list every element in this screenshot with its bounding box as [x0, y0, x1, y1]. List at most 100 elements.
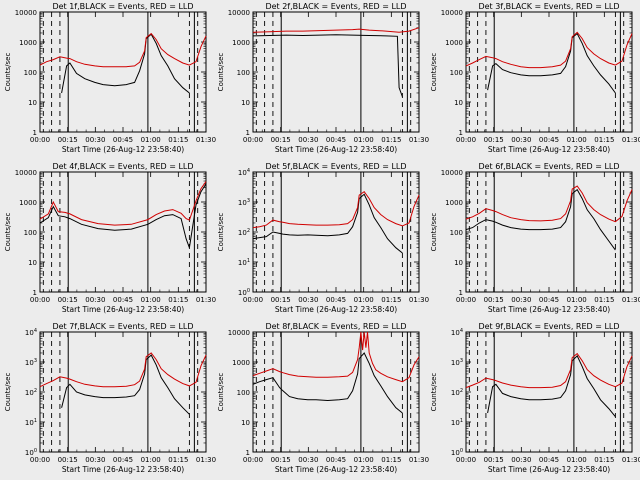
y-tick-label: 1000: [19, 199, 37, 207]
y-tick-label: 1: [33, 289, 37, 297]
x-tick-label: 00:30: [511, 456, 531, 464]
x-tick-label: 00:45: [326, 296, 346, 304]
y-axis-label: Counts/sec: [4, 373, 12, 412]
chart-panel-7: Det 7f,BLACK = Events, RED = LLD 100 101 10…: [4, 322, 216, 474]
x-tick-label: 01:15: [168, 136, 188, 144]
series-line-lld: [465, 352, 633, 389]
x-tick-label: 01:30: [409, 136, 429, 144]
series-line-lld: [39, 352, 207, 388]
y-tick-label: 10: [28, 259, 37, 267]
x-tick-label: 00:30: [298, 456, 318, 464]
x-tick-label: 01:15: [168, 296, 188, 304]
x-tick-label: 01:00: [567, 456, 587, 464]
x-tick-label: 01:15: [381, 136, 401, 144]
x-tick-label: 00:00: [456, 296, 476, 304]
x-tick-label: 01:00: [141, 136, 161, 144]
series-line-events: [252, 193, 403, 254]
y-tick-label: 10000: [228, 9, 250, 17]
x-tick-label: 00:30: [85, 296, 105, 304]
chart-title: Det 8f,BLACK = Events, RED = LLD: [265, 322, 406, 331]
chart-title: Det 4f,BLACK = Events, RED = LLD: [52, 162, 193, 171]
chart-panel-4: Det 4f,BLACK = Events, RED = LLD 1 10 100 10…: [4, 162, 216, 314]
y-tick-label: 1: [459, 289, 463, 297]
x-tick-label: 00:15: [271, 456, 291, 464]
y-tick-label: 100: [237, 69, 250, 77]
y-tick-label: 104: [451, 328, 463, 337]
y-tick-label: 10: [454, 99, 463, 107]
y-axis-label: Counts/sec: [217, 373, 225, 412]
x-tick-label: 00:30: [85, 456, 105, 464]
chart-panel-1: Det 1f,BLACK = Events, RED = LLD 1 10 100 10…: [4, 2, 216, 154]
y-tick-label: 100: [450, 229, 463, 237]
plot-frame: [39, 11, 207, 133]
y-axis-label: Counts/sec: [217, 213, 225, 252]
x-tick-label: 01:15: [594, 296, 614, 304]
y-tick-label: 10000: [441, 9, 463, 17]
x-tick-label: 00:30: [511, 136, 531, 144]
series-line-events: [487, 32, 616, 94]
x-axis-label: Start Time (26-Aug-12 23:58:40): [488, 305, 610, 314]
y-tick-label: 10000: [228, 329, 250, 337]
y-tick-label: 1000: [19, 39, 37, 47]
x-tick-label: 01:15: [381, 296, 401, 304]
x-axis-label: Start Time (26-Aug-12 23:58:40): [275, 465, 397, 474]
series-line-events: [465, 188, 616, 251]
y-axis-label: Counts/sec: [430, 213, 438, 252]
x-axis-label: Start Time (26-Aug-12 23:58:40): [275, 305, 397, 314]
x-tick-label: 01:30: [196, 136, 216, 144]
x-tick-label: 01:15: [168, 456, 188, 464]
x-tick-label: 00:00: [456, 456, 476, 464]
y-tick-label: 102: [238, 228, 250, 237]
x-tick-label: 01:15: [381, 456, 401, 464]
y-tick-label: 10000: [15, 169, 37, 177]
series-line-events: [487, 355, 616, 418]
y-tick-label: 100: [450, 69, 463, 77]
plot-frame: [465, 331, 633, 453]
x-tick-label: 00:00: [243, 456, 263, 464]
x-tick-label: 00:00: [30, 296, 50, 304]
x-tick-label: 00:00: [243, 136, 263, 144]
x-tick-label: 00:15: [484, 136, 504, 144]
series-line-lld: [465, 185, 633, 223]
x-tick-label: 00:15: [58, 456, 78, 464]
series-line-lld: [465, 31, 633, 69]
x-tick-label: 00:15: [271, 296, 291, 304]
chart-title: Det 5f,BLACK = Events, RED = LLD: [265, 162, 406, 171]
x-tick-label: 00:00: [30, 136, 50, 144]
x-tick-label: 01:00: [567, 136, 587, 144]
y-tick-label: 1: [246, 449, 250, 457]
y-tick-label: 104: [238, 168, 250, 177]
x-tick-label: 01:00: [354, 136, 374, 144]
x-tick-label: 00:00: [243, 296, 263, 304]
x-axis-label: Start Time (26-Aug-12 23:58:40): [62, 305, 184, 314]
y-axis-label: Counts/sec: [430, 53, 438, 92]
x-tick-label: 01:30: [622, 136, 640, 144]
y-tick-label: 101: [238, 258, 250, 267]
chart-title: Det 9f,BLACK = Events, RED = LLD: [478, 322, 619, 331]
x-tick-label: 00:30: [85, 136, 105, 144]
x-tick-label: 00:15: [484, 296, 504, 304]
plot-frame: [39, 171, 207, 293]
y-tick-label: 102: [25, 388, 37, 397]
x-tick-label: 01:15: [594, 456, 614, 464]
series-line-events: [252, 352, 403, 414]
y-tick-label: 1: [459, 129, 463, 137]
y-tick-label: 100: [24, 69, 37, 77]
x-tick-label: 00:45: [113, 136, 133, 144]
x-tick-label: 00:15: [271, 136, 291, 144]
y-tick-label: 1000: [232, 39, 250, 47]
plot-frame: [252, 171, 420, 293]
x-tick-label: 01:15: [594, 136, 614, 144]
x-axis-label: Start Time (26-Aug-12 23:58:40): [488, 145, 610, 154]
y-axis-label: Counts/sec: [4, 213, 12, 252]
series-line-events: [61, 33, 190, 94]
x-tick-label: 01:30: [622, 296, 640, 304]
chart-title: Det 1f,BLACK = Events, RED = LLD: [52, 2, 193, 11]
x-axis-label: Start Time (26-Aug-12 23:58:40): [488, 465, 610, 474]
x-tick-label: 00:45: [113, 456, 133, 464]
x-axis-label: Start Time (26-Aug-12 23:58:40): [62, 145, 184, 154]
chart-panel-8: Det 8f,BLACK = Events, RED = LLD 1 10 100 10…: [217, 322, 429, 474]
series-line-lld: [252, 27, 420, 33]
series-line-lld: [252, 191, 420, 229]
